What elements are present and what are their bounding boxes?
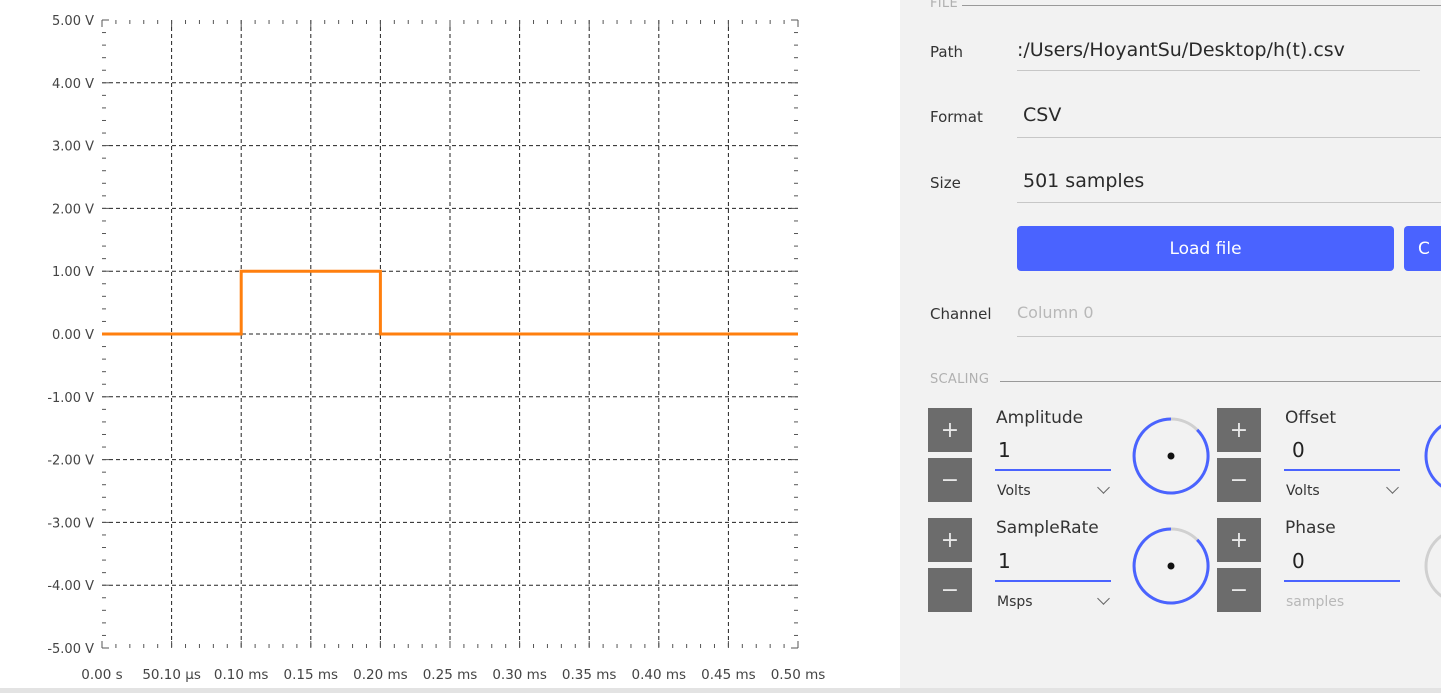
format-field[interactable]: CSV [1023, 104, 1062, 126]
phase-unit: samples [1286, 594, 1345, 610]
samplerate-unit-chevron-down-icon[interactable] [1097, 592, 1110, 605]
format-field-underline [1017, 137, 1441, 138]
scaling-section-divider [1000, 381, 1441, 382]
file-section-title: FILE [930, 0, 962, 11]
samplerate-decrement-button[interactable]: − [928, 568, 972, 612]
offset-unit-select[interactable]: Volts [1286, 483, 1320, 499]
amplitude-input-underline [995, 469, 1111, 471]
y-axis-tick-label: -2.00 V [47, 454, 94, 469]
samplerate-unit-select[interactable]: Msps [997, 594, 1033, 610]
channel-select-underline [1017, 336, 1441, 337]
offset-decrement-button[interactable]: − [1217, 458, 1261, 502]
offset-input-underline [1284, 469, 1400, 471]
amplitude-knob-dial[interactable] [1130, 415, 1212, 497]
x-axis-tick-label: 0.15 ms [284, 667, 339, 683]
amplitude-label: Amplitude [996, 408, 1084, 428]
settings-panel: FILE Path :/Users/HoyantSu/Desktop/h(t).… [900, 0, 1441, 688]
y-axis-tick-label: 0.00 V [52, 328, 94, 343]
amplitude-decrement-button[interactable]: − [928, 458, 972, 502]
y-axis-tick-label: -3.00 V [47, 516, 94, 531]
x-axis-tick-label: 0.30 ms [492, 667, 547, 683]
status-strip [0, 688, 1441, 693]
x-axis-tick-label: 0.40 ms [632, 667, 687, 683]
samplerate-input-underline [995, 580, 1111, 582]
offset-increment-button[interactable]: + [1217, 408, 1261, 452]
amplitude-input[interactable]: 1 [998, 438, 1011, 462]
y-axis-tick-label: 5.00 V [52, 14, 94, 29]
load-file-button[interactable]: Load file [1017, 226, 1394, 271]
size-field: 501 samples [1023, 170, 1145, 192]
waveform-trace [102, 269, 798, 336]
samplerate-knob-dial[interactable] [1130, 525, 1212, 607]
phase-decrement-button[interactable]: − [1217, 568, 1261, 612]
scaling-section-title: SCALING [930, 372, 994, 387]
x-axis-tick-label: 50.10 µs [142, 667, 201, 683]
phase-knob-dial[interactable] [1422, 525, 1441, 607]
format-label: Format [930, 108, 983, 126]
samplerate-input[interactable]: 1 [998, 549, 1011, 573]
x-axis-tick-label: 0.10 ms [214, 667, 269, 683]
file-section-divider [960, 5, 1441, 6]
samplerate-label: SampleRate [996, 518, 1099, 538]
y-axis-tick-label: -4.00 V [47, 579, 94, 594]
samplerate-increment-button[interactable]: + [928, 518, 972, 562]
path-field[interactable]: :/Users/HoyantSu/Desktop/h(t).csv [1017, 39, 1345, 61]
x-axis-tick-label: 0.50 ms [771, 667, 826, 683]
phase-input-underline [1284, 580, 1400, 582]
size-label: Size [930, 174, 961, 192]
y-axis-tick-label: -1.00 V [47, 391, 94, 406]
waveform-plot[interactable]: 5.00 V 4.00 V 3.00 V 2.00 V 1.00 V 0.00 V -1.0… [0, 0, 900, 693]
phase-increment-button[interactable]: + [1217, 518, 1261, 562]
size-field-underline [1017, 202, 1441, 203]
path-field-underline [1017, 70, 1420, 71]
x-axis-tick-label: 0.25 ms [423, 667, 478, 683]
x-axis-tick-label: 0.35 ms [562, 667, 617, 683]
offset-label: Offset [1285, 408, 1337, 428]
path-label: Path [930, 43, 963, 61]
y-axis-tick-label: 4.00 V [52, 77, 94, 92]
channel-label: Channel [930, 305, 992, 323]
y-axis-tick-label: 2.00 V [52, 202, 94, 217]
phase-label: Phase [1285, 518, 1336, 538]
amplitude-unit-select[interactable]: Volts [997, 483, 1031, 499]
offset-unit-chevron-down-icon[interactable] [1386, 481, 1399, 494]
y-axis-tick-label: -5.00 V [47, 642, 94, 657]
offset-input[interactable]: 0 [1292, 438, 1305, 462]
phase-input[interactable]: 0 [1292, 549, 1305, 573]
y-axis-tick-label: 3.00 V [52, 140, 94, 155]
x-axis-tick-label: 0.45 ms [701, 667, 756, 683]
x-axis-tick-label: 0.00 s [81, 667, 122, 683]
channel-select[interactable]: Column 0 [1017, 303, 1094, 322]
offset-knob-dial[interactable] [1422, 415, 1441, 497]
amplitude-increment-button[interactable]: + [928, 408, 972, 452]
secondary-file-button[interactable]: C [1404, 226, 1441, 271]
y-axis-tick-label: 1.00 V [52, 265, 94, 280]
amplitude-unit-chevron-down-icon[interactable] [1097, 481, 1110, 494]
x-axis-tick-label: 0.20 ms [353, 667, 408, 683]
